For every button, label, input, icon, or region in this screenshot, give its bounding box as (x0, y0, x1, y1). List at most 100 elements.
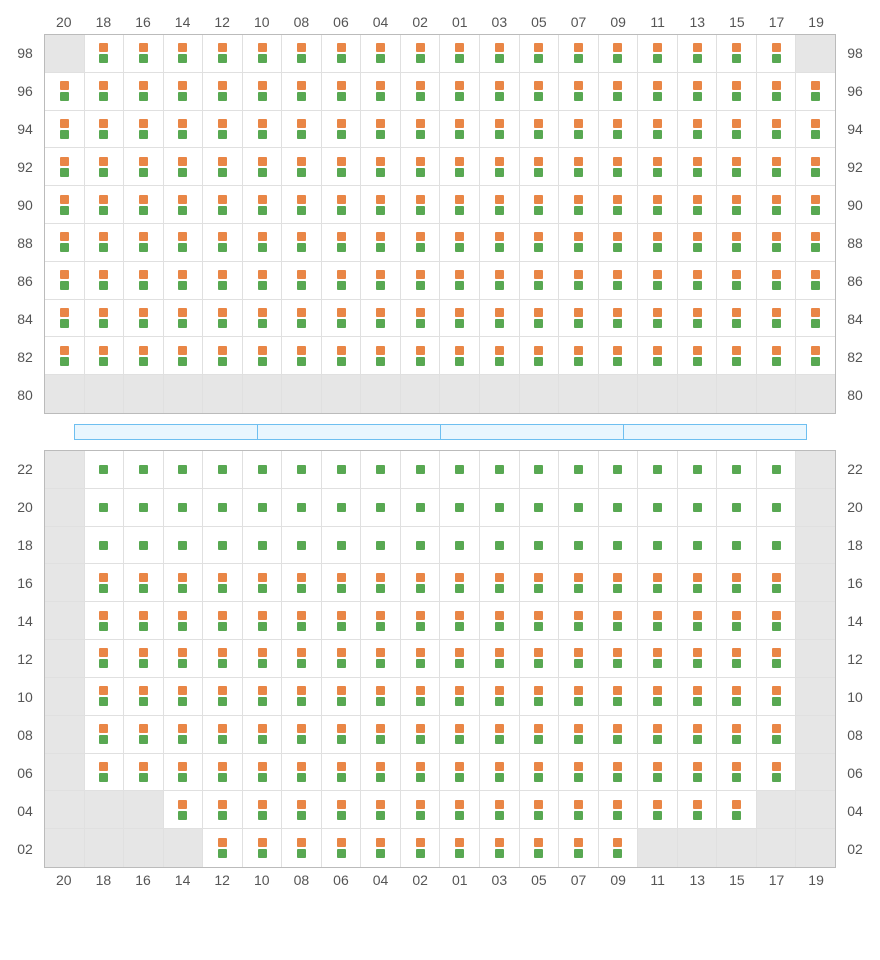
seat-cell[interactable] (520, 602, 560, 640)
seat-cell[interactable] (361, 754, 401, 792)
seat-cell[interactable] (203, 224, 243, 262)
seat-cell[interactable] (440, 564, 480, 602)
seat-cell[interactable] (243, 716, 283, 754)
seat-cell[interactable] (361, 564, 401, 602)
seat-cell[interactable] (322, 791, 362, 829)
seat-cell[interactable] (678, 489, 718, 527)
seat-cell[interactable] (282, 148, 322, 186)
seat-cell[interactable] (440, 489, 480, 527)
seat-cell[interactable] (203, 35, 243, 73)
seat-cell[interactable] (440, 73, 480, 111)
seat-cell[interactable] (361, 489, 401, 527)
seat-cell[interactable] (757, 35, 797, 73)
seat-cell[interactable] (85, 716, 125, 754)
seat-cell[interactable] (480, 564, 520, 602)
seat-cell[interactable] (45, 337, 85, 375)
seat-cell[interactable] (638, 602, 678, 640)
seat-cell[interactable] (480, 754, 520, 792)
seat-cell[interactable] (757, 640, 797, 678)
seat-cell[interactable] (282, 489, 322, 527)
seat-cell[interactable] (480, 716, 520, 754)
seat-cell[interactable] (124, 640, 164, 678)
seat-cell[interactable] (599, 337, 639, 375)
seat-cell[interactable] (361, 148, 401, 186)
seat-cell[interactable] (401, 754, 441, 792)
seat-cell[interactable] (717, 300, 757, 338)
seat-cell[interactable] (322, 262, 362, 300)
seat-cell[interactable] (638, 186, 678, 224)
seat-cell[interactable] (480, 148, 520, 186)
seat-cell[interactable] (717, 224, 757, 262)
seat-cell[interactable] (45, 73, 85, 111)
seat-cell[interactable] (243, 73, 283, 111)
seat-cell[interactable] (757, 300, 797, 338)
seat-cell[interactable] (243, 148, 283, 186)
seat-cell[interactable] (717, 564, 757, 602)
seat-cell[interactable] (361, 602, 401, 640)
seat-cell[interactable] (480, 678, 520, 716)
seat-cell[interactable] (203, 451, 243, 489)
seat-cell[interactable] (559, 73, 599, 111)
seat-cell[interactable] (559, 564, 599, 602)
seat-cell[interactable] (678, 224, 718, 262)
seat-cell[interactable] (599, 791, 639, 829)
seat-cell[interactable] (243, 602, 283, 640)
seat-cell[interactable] (282, 678, 322, 716)
seat-cell[interactable] (85, 35, 125, 73)
seat-cell[interactable] (599, 111, 639, 149)
seat-cell[interactable] (124, 678, 164, 716)
seat-cell[interactable] (401, 186, 441, 224)
seat-cell[interactable] (401, 829, 441, 867)
seat-cell[interactable] (322, 678, 362, 716)
seat-cell[interactable] (243, 300, 283, 338)
seat-cell[interactable] (203, 602, 243, 640)
seat-cell[interactable] (717, 678, 757, 716)
seat-cell[interactable] (243, 35, 283, 73)
seat-cell[interactable] (85, 148, 125, 186)
seat-cell[interactable] (757, 716, 797, 754)
seat-cell[interactable] (243, 564, 283, 602)
seat-cell[interactable] (678, 300, 718, 338)
seat-cell[interactable] (440, 111, 480, 149)
seat-cell[interactable] (401, 791, 441, 829)
seat-cell[interactable] (401, 451, 441, 489)
seat-cell[interactable] (282, 527, 322, 565)
seat-cell[interactable] (164, 602, 204, 640)
seat-cell[interactable] (322, 527, 362, 565)
seat-cell[interactable] (599, 527, 639, 565)
seat-cell[interactable] (282, 451, 322, 489)
seat-cell[interactable] (480, 35, 520, 73)
seat-cell[interactable] (559, 451, 599, 489)
seat-cell[interactable] (559, 754, 599, 792)
seat-cell[interactable] (401, 262, 441, 300)
seat-cell[interactable] (717, 451, 757, 489)
seat-cell[interactable] (361, 527, 401, 565)
seat-cell[interactable] (638, 148, 678, 186)
seat-cell[interactable] (85, 602, 125, 640)
seat-cell[interactable] (757, 678, 797, 716)
seat-cell[interactable] (599, 489, 639, 527)
seat-cell[interactable] (45, 186, 85, 224)
seat-cell[interactable] (638, 678, 678, 716)
seat-cell[interactable] (638, 224, 678, 262)
seat-cell[interactable] (164, 527, 204, 565)
seat-cell[interactable] (638, 35, 678, 73)
seat-cell[interactable] (164, 564, 204, 602)
seat-cell[interactable] (85, 300, 125, 338)
seat-cell[interactable] (401, 300, 441, 338)
seat-cell[interactable] (678, 791, 718, 829)
seat-cell[interactable] (796, 337, 835, 375)
seat-cell[interactable] (638, 640, 678, 678)
seat-cell[interactable] (638, 489, 678, 527)
seat-cell[interactable] (599, 829, 639, 867)
seat-cell[interactable] (599, 451, 639, 489)
seat-cell[interactable] (599, 224, 639, 262)
seat-cell[interactable] (520, 262, 560, 300)
seat-cell[interactable] (678, 564, 718, 602)
seat-cell[interactable] (717, 754, 757, 792)
seat-cell[interactable] (322, 489, 362, 527)
seat-cell[interactable] (440, 829, 480, 867)
seat-cell[interactable] (559, 829, 599, 867)
seat-cell[interactable] (520, 451, 560, 489)
seat-cell[interactable] (203, 73, 243, 111)
